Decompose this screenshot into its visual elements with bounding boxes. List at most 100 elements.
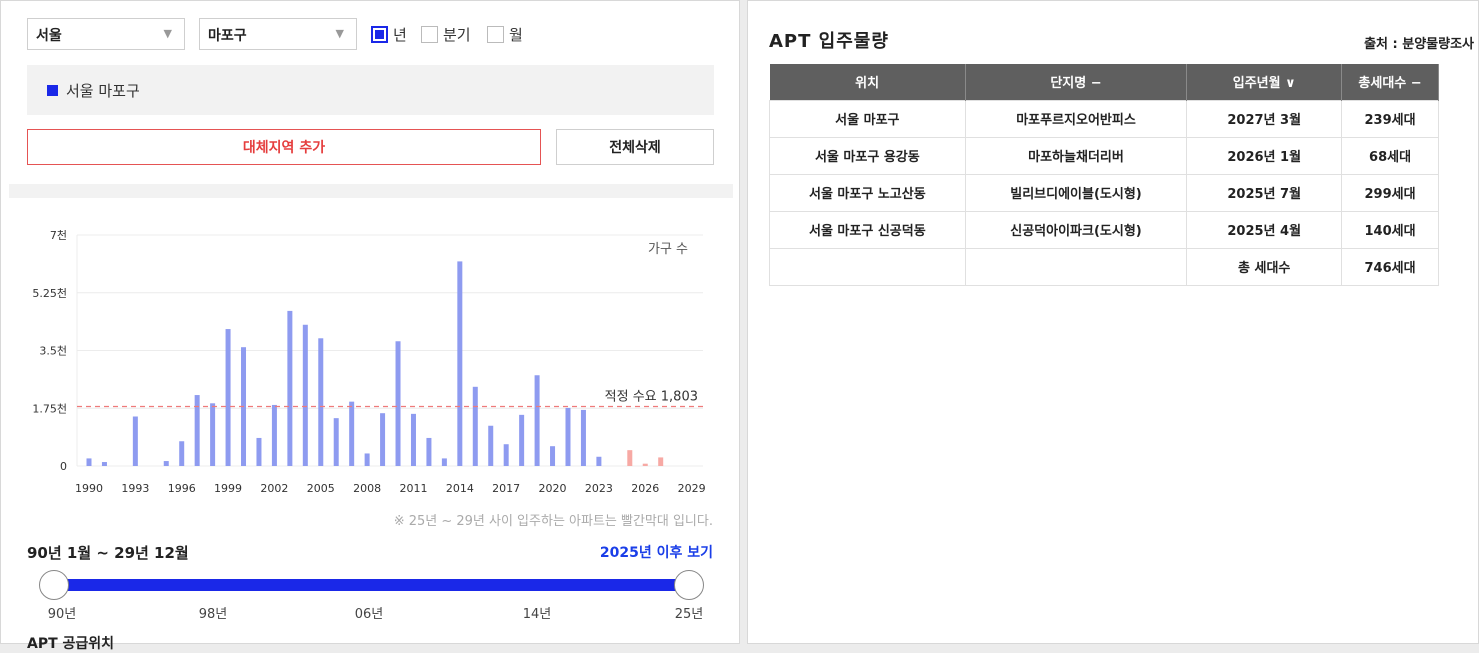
left-panel: 서울 ▼ 마포구 ▼ 년 분기 월 서울 마포구 대체지역 추가 전체삭제 0 1… [0, 0, 740, 652]
table-cell: 2025년 7월 [1186, 173, 1343, 212]
chevron-down-icon: ▼ [335, 27, 344, 40]
chart-bar [550, 446, 556, 466]
table-cell: 239세대 [1341, 99, 1439, 138]
chart-bar [380, 413, 386, 466]
chart-bar [210, 403, 216, 466]
col-header-location[interactable]: 위치 [769, 64, 966, 100]
y-tick-label: 0 [60, 460, 67, 473]
table-cell: 빌리브디에이블(도시형) [964, 173, 1188, 212]
chart-bar [472, 386, 478, 466]
x-tick-label: 2029 [678, 482, 706, 495]
chart-bar [132, 416, 138, 466]
slider-tick: 90년 [47, 607, 77, 622]
view-after-2025-link[interactable]: 2025년 이후 보기 [599, 545, 713, 561]
table-cell [769, 247, 966, 286]
chart-bar [565, 407, 571, 466]
x-tick-label: 2002 [260, 482, 288, 495]
table-cell: 2025년 4월 [1186, 210, 1343, 249]
chevron-down-icon: ▼ [163, 27, 172, 40]
legend-square-icon [47, 84, 58, 96]
slider-tick: 06년 [354, 607, 384, 622]
chart-bar [101, 462, 107, 466]
chart-bar [318, 338, 324, 466]
delete-all-button[interactable]: 전체삭제 [556, 129, 714, 165]
right-panel: APT 입주물량 출처 : 분양물량조사 위치 단지명 − 입주년월 ∨ 총세대… [747, 0, 1479, 644]
table-row[interactable]: 서울 마포구 노고산동 빌리브디에이블(도시형) 2025년 7월 299세대 [769, 173, 1439, 212]
slider-tick: 98년 [198, 607, 228, 622]
y-tick-label: 1.75천 [32, 401, 67, 415]
chart-bar [364, 453, 370, 466]
table-cell: 68세대 [1341, 136, 1439, 175]
chart-bar [302, 324, 308, 466]
table-cell: 140세대 [1341, 210, 1439, 249]
chart-bar [488, 425, 494, 466]
chart-bar [333, 418, 339, 466]
y-tick-label: 7천 [50, 228, 67, 242]
range-slider-end-handle[interactable] [674, 570, 704, 600]
table-cell: 마포하늘채더리버 [964, 136, 1188, 175]
x-tick-label: 2020 [539, 482, 567, 495]
chart-bar [503, 444, 509, 466]
x-tick-label: 2026 [631, 482, 659, 495]
y-tick-label: 5.25천 [32, 286, 67, 300]
table-cell: 서울 마포구 용강동 [769, 136, 966, 175]
col-header-complex[interactable]: 단지명 − [965, 64, 1188, 100]
chart-bar [457, 261, 463, 466]
table-cell: 서울 마포구 신공덕동 [769, 210, 966, 249]
chart-bar [534, 375, 540, 466]
supply-location-title: APT 공급위치 [27, 636, 115, 652]
table-cell: 299세대 [1341, 173, 1439, 212]
chart-bar [194, 395, 200, 466]
chart-bar [179, 441, 185, 466]
x-tick-label: 1996 [168, 482, 196, 495]
city-select[interactable]: 서울 ▼ [27, 18, 185, 50]
x-tick-label: 2017 [492, 482, 520, 495]
x-tick-label: 2014 [446, 482, 474, 495]
x-tick-label: 2005 [307, 482, 335, 495]
x-tick-label: 1999 [214, 482, 242, 495]
period-quarter-checkbox[interactable]: 분기 [421, 24, 471, 45]
chart-bar [256, 437, 262, 466]
period-quarter-label: 분기 [443, 26, 471, 44]
selected-region-label: 서울 마포구 [66, 81, 140, 100]
y-tick-label: 3.5천 [39, 344, 67, 358]
table-cell [964, 247, 1188, 286]
table-cell: 총 세대수 [1186, 247, 1343, 286]
chart-bar [658, 457, 664, 466]
slider-tick: 14년 [522, 607, 552, 622]
slider-tick: 25년 [674, 607, 704, 622]
range-slider-track[interactable] [53, 579, 690, 591]
chart-bar [441, 458, 447, 466]
chart-bar [271, 404, 277, 466]
table-row[interactable]: 서울 마포구 신공덕동 신공덕아이파크(도시형) 2025년 4월 140세대 [769, 210, 1439, 249]
table-cell: 2027년 3월 [1186, 99, 1343, 138]
checkbox-checked-icon[interactable] [371, 26, 388, 43]
table-row[interactable]: 서울 마포구 마포푸르지오어반피스 2027년 3월 239세대 [769, 99, 1439, 138]
x-tick-label: 2011 [399, 482, 427, 495]
section-divider [9, 184, 733, 198]
table-cell: 신공덕아이파크(도시형) [964, 210, 1188, 249]
district-select[interactable]: 마포구 ▼ [199, 18, 357, 50]
city-select-value: 서울 [36, 28, 62, 44]
col-header-move-in-date[interactable]: 입주년월 ∨ [1186, 64, 1343, 100]
add-region-button[interactable]: 대체지역 추가 [27, 129, 541, 165]
range-slider-start-handle[interactable] [39, 570, 69, 600]
chart-bar [519, 414, 525, 466]
table-row[interactable]: 서울 마포구 용강동 마포하늘채더리버 2026년 1월 68세대 [769, 136, 1439, 175]
selected-region-row: 서울 마포구 [27, 65, 714, 115]
period-month-checkbox[interactable]: 월 [487, 24, 523, 45]
chart-bar [580, 409, 586, 466]
table-total-row: 총 세대수 746세대 [769, 247, 1439, 286]
checkbox-icon[interactable] [487, 26, 504, 43]
chart-bar [287, 310, 293, 466]
period-year-checkbox[interactable]: 년 [371, 24, 407, 45]
chart-bar [426, 437, 432, 466]
checkbox-icon[interactable] [421, 26, 438, 43]
col-header-units[interactable]: 총세대수 − [1341, 64, 1439, 100]
period-year-label: 년 [393, 26, 407, 44]
table-cell: 마포푸르지오어반피스 [964, 99, 1188, 138]
chart-bar [86, 458, 92, 466]
x-tick-label: 2008 [353, 482, 381, 495]
x-tick-label: 2023 [585, 482, 613, 495]
y-axis-unit-label: 가구 수 [648, 242, 688, 257]
